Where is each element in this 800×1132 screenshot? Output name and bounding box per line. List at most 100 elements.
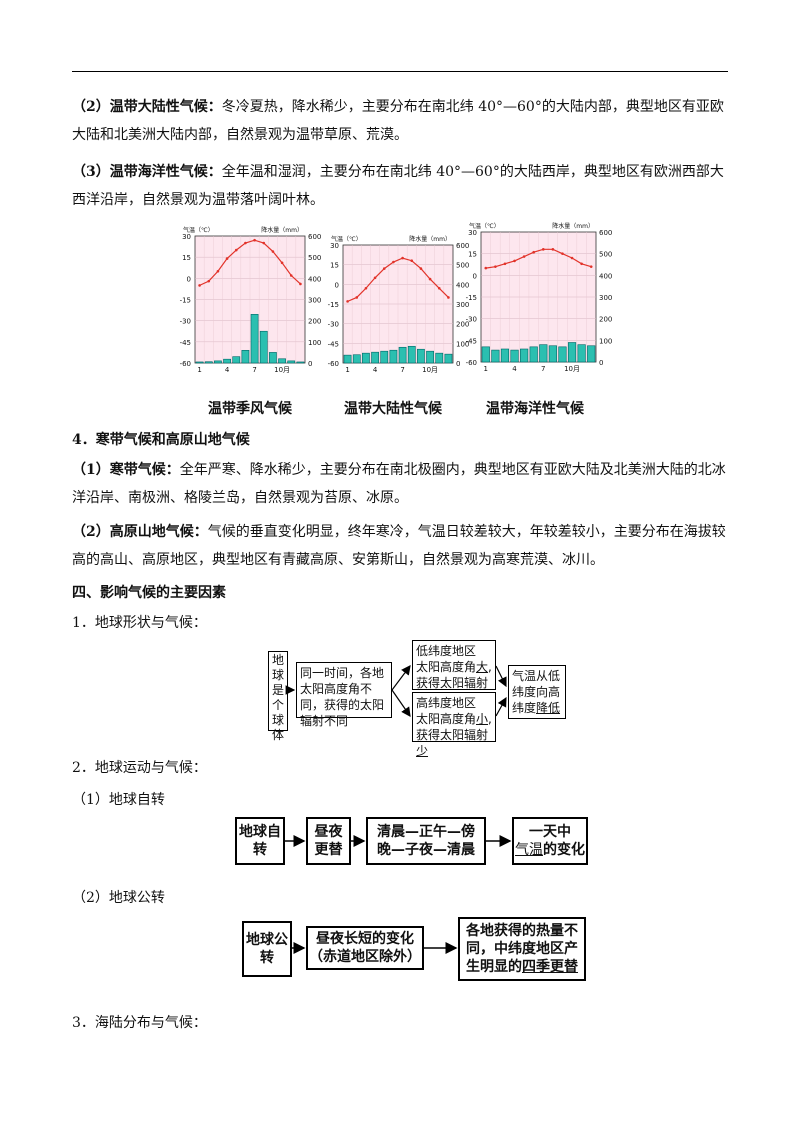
caption-continental: 温带大陆性气候 bbox=[344, 401, 442, 417]
text-temperate-maritime: 全年温和湿润，主要分布在南北纬 40°—60°的大陆西岸，典型地区有欧洲西部大西… bbox=[72, 164, 724, 208]
monsoon-y-right-tick: 400 bbox=[308, 275, 321, 283]
continental-precip-bar bbox=[389, 349, 398, 364]
box-earth-sphere: 地球是个球体 bbox=[268, 651, 288, 742]
monsoon-y-right-tick: 100 bbox=[308, 339, 321, 347]
continental-temp-point bbox=[447, 296, 450, 299]
continental-y-right-tick: 400 bbox=[456, 281, 469, 289]
maritime-temp-point bbox=[532, 250, 536, 254]
monsoon-y-left-tick: 0 bbox=[187, 275, 191, 283]
maritime-temp-line bbox=[485, 248, 592, 269]
box-day-length: 昼夜长短的变化 （赤道地区除外） bbox=[306, 926, 424, 970]
seasons-line2: 同，中纬度地区产 bbox=[466, 941, 578, 957]
monsoon-precip-bar bbox=[278, 358, 286, 364]
continental-y-right-tick: 100 bbox=[456, 340, 469, 348]
continental-precip-bar bbox=[371, 351, 379, 364]
maritime-precip-bar bbox=[539, 344, 548, 363]
maritime-y-right-tick: 500 bbox=[599, 251, 612, 259]
monsoon-precip-bar bbox=[232, 356, 241, 364]
monsoon-temp-point bbox=[198, 284, 201, 287]
continental-y-right-tick: 200 bbox=[456, 321, 469, 329]
continental-x-tick: 1 bbox=[345, 366, 349, 374]
daily-temp-line1: 一天中 bbox=[529, 824, 571, 840]
item-earth-shape: 1．地球形状与气候： bbox=[72, 615, 207, 631]
box-earth-revolution: 地球公转 bbox=[242, 921, 292, 977]
box-sun-angle-differs: 同一时间，各地太阳高度角不同，获得的太阳辐射不同 bbox=[296, 662, 392, 728]
continental-temp-point bbox=[392, 260, 395, 264]
monsoon-precip-label: 降水量（mm） bbox=[261, 226, 303, 234]
monsoon-y-left-tick: 15 bbox=[182, 254, 191, 262]
continental-precip-bar bbox=[362, 352, 370, 364]
monsoon-precip-bar bbox=[296, 361, 305, 364]
maritime-temp-point bbox=[513, 259, 516, 263]
continental-y-left-tick: 15 bbox=[330, 262, 339, 270]
maritime-precip-bar bbox=[548, 345, 557, 363]
maritime-temp-point bbox=[522, 255, 526, 258]
monsoon-plot-area bbox=[194, 235, 306, 364]
high-latitude-radiation-value: 少 bbox=[416, 744, 429, 758]
seasons-line3: 生明显的 bbox=[466, 959, 522, 975]
maritime-temp-point bbox=[570, 256, 574, 260]
arrow-d1-3 bbox=[391, 689, 411, 717]
maritime-y-left-tick: 30 bbox=[468, 229, 477, 237]
continental-temp-point bbox=[373, 276, 377, 280]
maritime-temp-point bbox=[580, 262, 583, 266]
monsoon-x-tick: 10月 bbox=[274, 366, 290, 374]
item-revolution: （2）地球公转 bbox=[72, 890, 165, 906]
monsoon-precip-bar bbox=[223, 358, 231, 364]
time-cycle-line1: 清晨—正午—傍 bbox=[377, 824, 475, 840]
header-rule bbox=[72, 71, 728, 72]
monsoon-precip-bar bbox=[241, 349, 250, 364]
text-highland: 气候的垂直变化明显，终年寒冷，气温日较差较大，年较差较小，主要分布在海拔较高的高… bbox=[72, 524, 726, 568]
continental-y-left-tick: 0 bbox=[335, 281, 339, 289]
temp-decrease-line3: 纬度 bbox=[512, 701, 537, 715]
maritime-y-right-tick: 600 bbox=[599, 229, 612, 237]
maritime-temp-label: 气温（℃） bbox=[469, 222, 500, 230]
continental-precip-bar bbox=[444, 353, 453, 364]
maritime-temp-point bbox=[541, 248, 545, 251]
monsoon-precip-bar bbox=[250, 314, 259, 364]
monsoon-y-right-tick: 300 bbox=[308, 297, 321, 305]
monsoon-temp-point bbox=[234, 248, 238, 252]
continental-temp-point bbox=[428, 277, 432, 281]
continental-precip-bar bbox=[435, 352, 444, 364]
maritime-precip-label: 降水量（mm） bbox=[552, 222, 594, 230]
maritime-y-left-tick: -15 bbox=[466, 294, 477, 302]
high-latitude-angle: 太阳高度角 bbox=[416, 712, 477, 726]
monsoon-temp-point bbox=[299, 282, 302, 286]
continental-y-right-tick: 500 bbox=[456, 262, 469, 270]
maritime-x-tick: 1 bbox=[484, 365, 488, 373]
maritime-temp-point bbox=[503, 262, 507, 266]
temp-decrease-value: 降低 bbox=[536, 701, 561, 715]
section4-title: 4．寒带气候和高原山地气候 bbox=[72, 432, 250, 448]
maritime-y-left-tick: -30 bbox=[466, 316, 477, 324]
maritime-x-tick: 10月 bbox=[564, 365, 580, 373]
text-temperate-continental: 冬冷夏热，降水稀少，主要分布在南北纬 40°—60°的大陆内部，典型地区有亚欧大… bbox=[72, 99, 724, 143]
time-cycle-line2: 晚—子夜—清晨 bbox=[377, 842, 475, 858]
maritime-temp-point bbox=[589, 265, 593, 268]
box-time-cycle: 清晨—正午—傍 晚—子夜—清晨 bbox=[366, 817, 486, 865]
maritime-precip-bar bbox=[481, 346, 490, 363]
maritime-y-left-tick: -60 bbox=[466, 359, 477, 367]
maritime-plot-area bbox=[480, 231, 597, 363]
box-high-latitude: 高纬度地区 太阳高度角小, 获得太阳辐射少 bbox=[412, 692, 496, 758]
maritime-y-right-tick: 400 bbox=[599, 272, 612, 280]
text-polar: 全年严寒、降水稀少，主要分布在南北极圈内，典型地区有亚欧大陆及北美洲大陆的北冰洋… bbox=[72, 462, 726, 506]
continental-y-left-tick: -45 bbox=[328, 340, 339, 348]
continental-temp-point bbox=[437, 286, 441, 290]
monsoon-y-left-tick: -60 bbox=[180, 360, 191, 368]
monsoon-x-tick: 4 bbox=[225, 366, 230, 374]
maritime-temp-point bbox=[494, 265, 497, 268]
continental-temp-line bbox=[347, 257, 449, 302]
monsoon-precip-bar bbox=[195, 361, 204, 364]
high-latitude-angle-value: 小 bbox=[476, 712, 489, 726]
box-daily-temperature: 一天中 气温的变化 bbox=[512, 817, 588, 865]
continental-temp-point bbox=[364, 286, 368, 290]
continental-temp-label: 气温（℃） bbox=[331, 235, 362, 243]
caption-monsoon: 温带季风气候 bbox=[208, 401, 292, 417]
continental-y-left-tick: 30 bbox=[330, 242, 339, 250]
monsoon-temp-point bbox=[262, 241, 266, 245]
continental-temp-point bbox=[410, 259, 414, 263]
monsoon-precip-bar bbox=[287, 360, 296, 364]
monsoon-precip-bar bbox=[214, 360, 222, 364]
maritime-precip-bar bbox=[520, 348, 529, 363]
